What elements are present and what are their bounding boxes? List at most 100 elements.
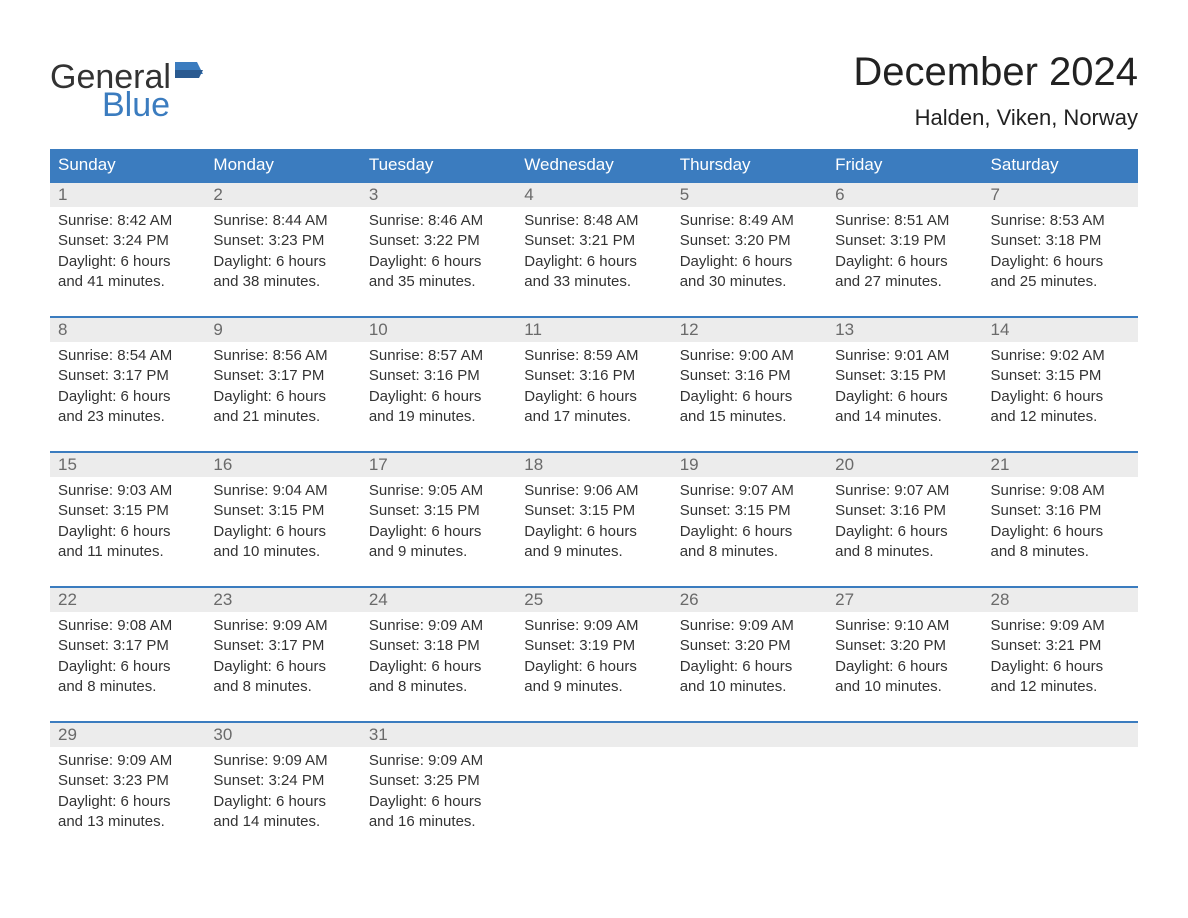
sunset-text: Sunset: 3:17 PM <box>58 366 197 386</box>
day-detail: Sunrise: 8:53 AMSunset: 3:18 PMDaylight:… <box>983 207 1138 298</box>
daylight-text-2: and 33 minutes. <box>524 272 663 292</box>
daylight-text-2: and 8 minutes. <box>369 677 508 697</box>
daylight-text-2: and 27 minutes. <box>835 272 974 292</box>
day-detail: Sunrise: 9:09 AMSunset: 3:20 PMDaylight:… <box>672 612 827 703</box>
day-number: 29 <box>50 723 205 747</box>
daylight-text-2: and 25 minutes. <box>991 272 1130 292</box>
sunrise-text: Sunrise: 8:42 AM <box>58 211 197 231</box>
day-number: 3 <box>361 183 516 207</box>
sunset-text: Sunset: 3:16 PM <box>680 366 819 386</box>
calendar: Sunday Monday Tuesday Wednesday Thursday… <box>50 149 1138 838</box>
day-detail: Sunrise: 9:10 AMSunset: 3:20 PMDaylight:… <box>827 612 982 703</box>
daylight-text-1: Daylight: 6 hours <box>369 252 508 272</box>
daylight-text-1: Daylight: 6 hours <box>213 792 352 812</box>
daylight-text-1: Daylight: 6 hours <box>524 657 663 677</box>
sunrise-text: Sunrise: 8:51 AM <box>835 211 974 231</box>
daylight-text-1: Daylight: 6 hours <box>680 387 819 407</box>
daylight-text-2: and 30 minutes. <box>680 272 819 292</box>
dow-wednesday: Wednesday <box>516 149 671 181</box>
daylight-text-2: and 12 minutes. <box>991 407 1130 427</box>
day-detail: Sunrise: 9:01 AMSunset: 3:15 PMDaylight:… <box>827 342 982 433</box>
daylight-text-2: and 17 minutes. <box>524 407 663 427</box>
daylight-text-1: Daylight: 6 hours <box>991 252 1130 272</box>
month-title: December 2024 <box>853 50 1138 95</box>
sunrise-text: Sunrise: 9:06 AM <box>524 481 663 501</box>
day-detail: Sunrise: 9:08 AMSunset: 3:17 PMDaylight:… <box>50 612 205 703</box>
day-detail: Sunrise: 9:07 AMSunset: 3:16 PMDaylight:… <box>827 477 982 568</box>
sunset-text: Sunset: 3:15 PM <box>369 501 508 521</box>
day-detail: Sunrise: 8:56 AMSunset: 3:17 PMDaylight:… <box>205 342 360 433</box>
day-number: 8 <box>50 318 205 342</box>
sunset-text: Sunset: 3:21 PM <box>524 231 663 251</box>
day-number: 17 <box>361 453 516 477</box>
daylight-text-1: Daylight: 6 hours <box>835 387 974 407</box>
day-number: 30 <box>205 723 360 747</box>
daylight-text-2: and 19 minutes. <box>369 407 508 427</box>
sunrise-text: Sunrise: 9:02 AM <box>991 346 1130 366</box>
day-detail: Sunrise: 8:59 AMSunset: 3:16 PMDaylight:… <box>516 342 671 433</box>
sunset-text: Sunset: 3:16 PM <box>991 501 1130 521</box>
daynum-row: 1234567 <box>50 183 1138 207</box>
sunrise-text: Sunrise: 9:09 AM <box>213 616 352 636</box>
day-number: 10 <box>361 318 516 342</box>
sunset-text: Sunset: 3:18 PM <box>991 231 1130 251</box>
sunset-text: Sunset: 3:15 PM <box>835 366 974 386</box>
daylight-text-1: Daylight: 6 hours <box>213 252 352 272</box>
daylight-text-1: Daylight: 6 hours <box>369 387 508 407</box>
day-number: 7 <box>983 183 1138 207</box>
day-detail: Sunrise: 9:03 AMSunset: 3:15 PMDaylight:… <box>50 477 205 568</box>
day-detail: Sunrise: 9:07 AMSunset: 3:15 PMDaylight:… <box>672 477 827 568</box>
daylight-text-1: Daylight: 6 hours <box>524 387 663 407</box>
sunset-text: Sunset: 3:20 PM <box>680 231 819 251</box>
day-detail: Sunrise: 8:42 AMSunset: 3:24 PMDaylight:… <box>50 207 205 298</box>
daylight-text-2: and 23 minutes. <box>58 407 197 427</box>
daylight-text-2: and 21 minutes. <box>213 407 352 427</box>
sunset-text: Sunset: 3:15 PM <box>213 501 352 521</box>
week-row: 22232425262728Sunrise: 9:08 AMSunset: 3:… <box>50 586 1138 703</box>
daylight-text-1: Daylight: 6 hours <box>680 657 819 677</box>
sunset-text: Sunset: 3:23 PM <box>213 231 352 251</box>
sunrise-text: Sunrise: 8:56 AM <box>213 346 352 366</box>
sunrise-text: Sunrise: 8:48 AM <box>524 211 663 231</box>
daylight-text-2: and 11 minutes. <box>58 542 197 562</box>
sunrise-text: Sunrise: 8:49 AM <box>680 211 819 231</box>
sunset-text: Sunset: 3:16 PM <box>524 366 663 386</box>
daylight-text-2: and 13 minutes. <box>58 812 197 832</box>
day-detail: Sunrise: 8:51 AMSunset: 3:19 PMDaylight:… <box>827 207 982 298</box>
day-detail: Sunrise: 9:09 AMSunset: 3:21 PMDaylight:… <box>983 612 1138 703</box>
daydetail-row: Sunrise: 9:08 AMSunset: 3:17 PMDaylight:… <box>50 612 1138 703</box>
daylight-text-1: Daylight: 6 hours <box>369 522 508 542</box>
sunset-text: Sunset: 3:23 PM <box>58 771 197 791</box>
day-number: 25 <box>516 588 671 612</box>
flag-icon <box>175 62 203 91</box>
sunrise-text: Sunrise: 8:54 AM <box>58 346 197 366</box>
sunset-text: Sunset: 3:20 PM <box>835 636 974 656</box>
daynum-row: 293031 <box>50 723 1138 747</box>
title-block: December 2024 Halden, Viken, Norway <box>853 50 1138 131</box>
day-detail: Sunrise: 9:09 AMSunset: 3:23 PMDaylight:… <box>50 747 205 838</box>
daylight-text-2: and 38 minutes. <box>213 272 352 292</box>
daylight-text-2: and 9 minutes. <box>369 542 508 562</box>
day-detail: Sunrise: 8:48 AMSunset: 3:21 PMDaylight:… <box>516 207 671 298</box>
sunset-text: Sunset: 3:21 PM <box>991 636 1130 656</box>
sunset-text: Sunset: 3:16 PM <box>835 501 974 521</box>
sunrise-text: Sunrise: 9:08 AM <box>58 616 197 636</box>
daylight-text-2: and 8 minutes. <box>213 677 352 697</box>
sunrise-text: Sunrise: 9:09 AM <box>369 616 508 636</box>
week-row: 1234567Sunrise: 8:42 AMSunset: 3:24 PMDa… <box>50 181 1138 298</box>
day-number: 2 <box>205 183 360 207</box>
daydetail-row: Sunrise: 8:54 AMSunset: 3:17 PMDaylight:… <box>50 342 1138 433</box>
day-detail: Sunrise: 9:06 AMSunset: 3:15 PMDaylight:… <box>516 477 671 568</box>
sunrise-text: Sunrise: 9:09 AM <box>58 751 197 771</box>
daylight-text-2: and 10 minutes. <box>835 677 974 697</box>
sunset-text: Sunset: 3:19 PM <box>524 636 663 656</box>
daylight-text-1: Daylight: 6 hours <box>835 252 974 272</box>
day-number: 15 <box>50 453 205 477</box>
day-number <box>827 723 982 747</box>
daylight-text-1: Daylight: 6 hours <box>835 657 974 677</box>
sunset-text: Sunset: 3:17 PM <box>213 366 352 386</box>
daylight-text-1: Daylight: 6 hours <box>369 657 508 677</box>
daylight-text-1: Daylight: 6 hours <box>680 522 819 542</box>
dow-monday: Monday <box>205 149 360 181</box>
day-detail: Sunrise: 9:09 AMSunset: 3:24 PMDaylight:… <box>205 747 360 838</box>
